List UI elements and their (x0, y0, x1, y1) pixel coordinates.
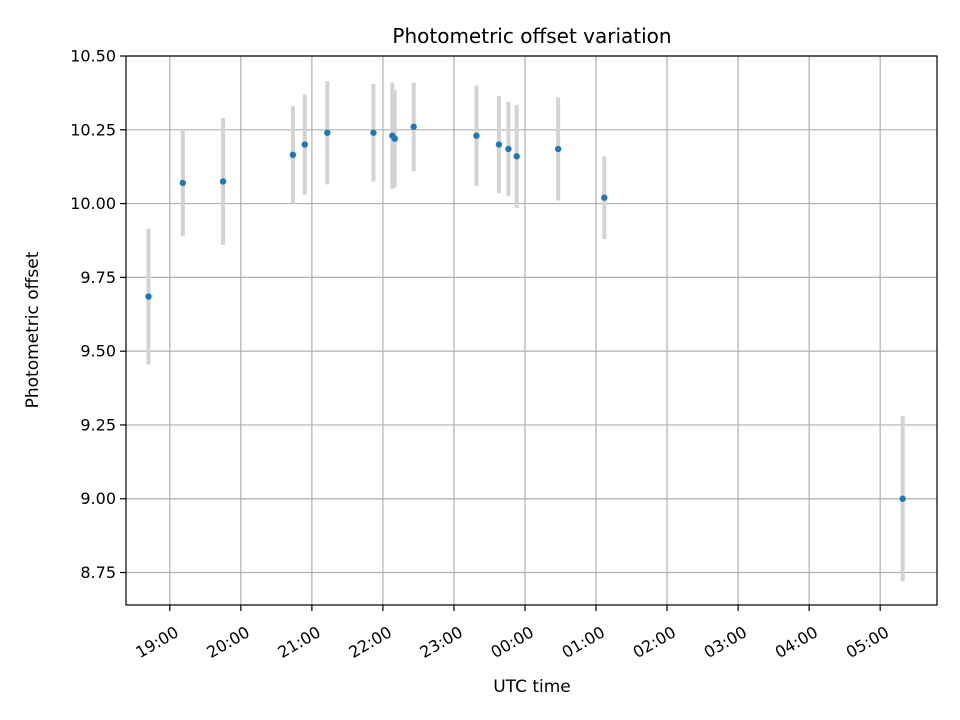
y-tick-label: 10.25 (70, 120, 116, 139)
y-tick-label: 10.00 (70, 194, 116, 213)
data-point (145, 293, 152, 300)
y-axis-ticks: 8.75 9.00 9.25 9.50 9.75 10.00 10.25 10.50 (70, 47, 126, 582)
data-point (495, 141, 503, 148)
data-point (410, 123, 417, 131)
data-point (324, 129, 331, 136)
y-tick-label: 9.50 (80, 342, 116, 361)
data-point (219, 178, 227, 185)
data-point (505, 145, 512, 153)
plot-frame (125, 55, 938, 606)
y-axis-title: Photometric offset (23, 251, 43, 408)
data-point (554, 145, 562, 153)
data-point (301, 141, 308, 148)
data-point (370, 129, 377, 136)
y-tick-label: 9.00 (80, 489, 116, 508)
y-tick-label: 8.75 (80, 563, 116, 582)
y-tick-label: 9.25 (80, 415, 116, 434)
data-point (289, 151, 297, 159)
x-axis-title: UTC time (493, 677, 571, 697)
data-point (601, 194, 608, 201)
data-point (899, 495, 906, 502)
y-tick-label: 10.50 (70, 47, 116, 66)
data-point (513, 153, 520, 160)
grid (126, 55, 937, 605)
data-points (145, 123, 906, 502)
data-point (391, 135, 398, 142)
y-tick-label: 9.75 (80, 268, 116, 287)
data-point (473, 132, 480, 139)
chart-title: Photometric offset variation (392, 24, 671, 48)
data-point (179, 179, 187, 187)
